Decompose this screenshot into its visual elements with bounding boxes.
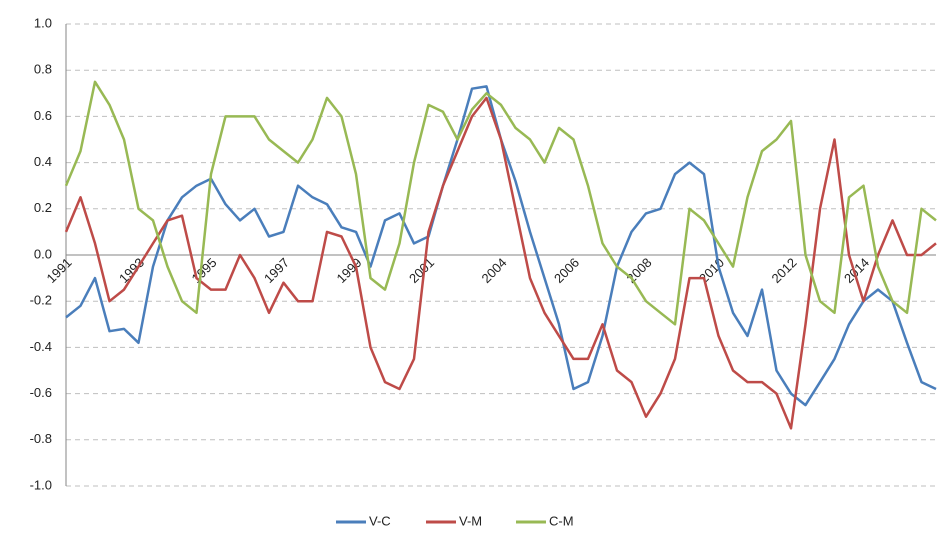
- y-tick-label: 0.4: [34, 154, 52, 169]
- series-line: [64, 80, 937, 326]
- legend-label: V-C: [369, 513, 391, 528]
- y-tick-label: -0.4: [30, 339, 52, 354]
- y-tick-label: 0.6: [34, 108, 52, 123]
- legend-label: V-M: [459, 513, 482, 528]
- y-tick-label: 0.8: [34, 62, 52, 77]
- y-tick-label: -0.8: [30, 431, 52, 446]
- y-tick-label: -1.0: [30, 477, 52, 492]
- y-tick-label: 0.0: [34, 246, 52, 261]
- y-tick-label: -0.2: [30, 293, 52, 308]
- x-tick-label: 2008: [623, 255, 654, 286]
- x-tick-label: 2001: [406, 255, 437, 286]
- y-tick-label: -0.6: [30, 385, 52, 400]
- legend-label: C-M: [549, 513, 574, 528]
- x-tick-label: 2006: [551, 255, 582, 286]
- x-tick-label: 2012: [768, 255, 799, 286]
- series-line: [64, 96, 937, 430]
- y-tick-label: 1.0: [34, 15, 52, 30]
- x-tick-label: 1997: [261, 255, 292, 286]
- x-tick-label: 2004: [478, 255, 509, 286]
- y-tick-label: 0.2: [34, 200, 52, 215]
